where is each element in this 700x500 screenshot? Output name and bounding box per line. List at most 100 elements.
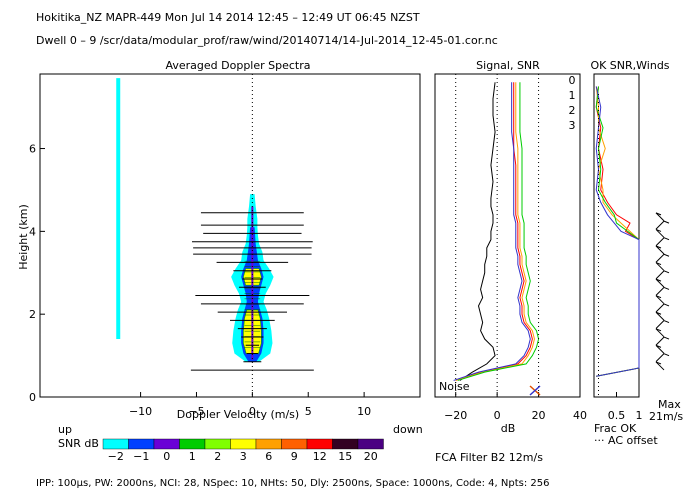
wind-barb — [655, 345, 665, 354]
snr-color-legend: SNR dB −2 −1 0 1 2 3 6 9 12 15 20 — [58, 437, 384, 463]
wind-barb — [655, 253, 665, 263]
header-file-path: Dwell 0 – 9 /scr/data/modular_prof/raw/w… — [36, 34, 498, 47]
ac-offset-label: ··· AC offset — [594, 434, 658, 447]
signal-power-line — [459, 82, 496, 381]
wind-barb — [655, 262, 665, 271]
wind-barb-flag — [655, 228, 662, 232]
y-tick-label: 6 — [29, 143, 36, 156]
wind-barb — [655, 220, 665, 230]
wind-barb-flag — [655, 361, 662, 365]
up-label: up — [58, 423, 72, 436]
x-tick-label: 5 — [305, 405, 312, 418]
wind-barb-flag — [663, 336, 670, 340]
snr-legend-swatch — [153, 438, 180, 450]
wind-barb — [655, 295, 665, 305]
wind-barb — [655, 278, 665, 288]
wind-barb — [655, 336, 665, 346]
noise-label: Noise — [439, 380, 470, 393]
snr-line-beam-2 — [457, 82, 540, 381]
snr-legend-value: 20 — [364, 450, 378, 463]
snr-title: Signal, SNR — [476, 59, 540, 72]
snr-legend-value: 3 — [240, 450, 247, 463]
wind-barb — [655, 229, 665, 238]
snr-x-tick-label: 0 — [494, 409, 501, 422]
wind-barb-flag — [663, 286, 670, 290]
wind-barb — [655, 353, 665, 363]
snr-legend-value: 0 — [163, 450, 170, 463]
footer-params: IPP: 100μs, PW: 2000ns, NCI: 28, NSpec: … — [36, 478, 549, 489]
spectra-color-map — [116, 78, 274, 362]
wind-barb — [655, 212, 665, 222]
wind-barb-flag — [655, 212, 662, 216]
snr-legend-value: 12 — [313, 450, 327, 463]
y-tick-label: 2 — [29, 308, 36, 321]
snr-legend-value: 6 — [265, 450, 272, 463]
snr-legend-value: −1 — [133, 450, 149, 463]
x-tick-label: 0 — [249, 405, 256, 418]
wind-barb — [655, 328, 665, 338]
spectra-frame — [39, 73, 421, 398]
winds-legend-entry: 3 — [569, 119, 576, 132]
snr-legend-swatch — [306, 438, 333, 450]
spectra-axes: −10 −5 0 5 10 0 2 4 6 — [29, 74, 371, 418]
winds-axes: 0.5 1 — [598, 94, 643, 422]
snr-x-label: dB — [501, 422, 516, 435]
winds-x-tick-label: 0.5 — [608, 409, 626, 422]
snr-lines — [453, 82, 540, 381]
y-tick-label: 0 — [29, 391, 36, 404]
wind-barb — [655, 361, 665, 371]
noise-marker — [529, 385, 541, 396]
wind-barb — [655, 245, 665, 255]
wind-barb — [655, 270, 665, 280]
y-tick-label: 4 — [29, 225, 36, 238]
snr-legend-value: −2 — [108, 450, 124, 463]
max-label: Max — [658, 398, 681, 411]
snr-legend-swatch — [357, 438, 384, 450]
snr-legend-value: 9 — [291, 450, 298, 463]
winds-x-tick-label: 1 — [636, 409, 643, 422]
snr-axes: −20 0 20 40 — [444, 74, 587, 422]
snr-x-tick-label: −20 — [444, 409, 467, 422]
snr-legend-swatch — [255, 438, 282, 450]
x-tick-label: −10 — [129, 405, 152, 418]
spectra-y-label: Height (km) — [17, 204, 30, 270]
spectra-title: Averaged Doppler Spectra — [165, 59, 310, 72]
snr-legend-swatch — [204, 438, 231, 450]
wind-barb-flag — [663, 353, 670, 357]
wind-barb-flag — [663, 270, 670, 274]
wind-barb-flag — [663, 320, 670, 323]
snr-legend-value: 1 — [189, 450, 196, 463]
snr-legend-swatch — [102, 438, 129, 450]
snr-legend-value: 2 — [214, 450, 221, 463]
filter-label: FCA Filter B2 12m/s — [435, 451, 543, 464]
winds-legend-entry: 1 — [569, 89, 576, 102]
wind-barb-flag — [663, 253, 670, 257]
spectra-panel: −10 −5 0 5 10 0 2 4 6 Doppler Velocity (m/s) Hei… — [17, 73, 423, 436]
wind-barb-flag — [655, 311, 662, 315]
snr-x-tick-label: 20 — [532, 409, 546, 422]
wind-barb — [655, 237, 665, 247]
spectra-x-label: Doppler Velocity (m/s) — [177, 408, 299, 421]
frac-ok-label: Frac OK — [594, 422, 637, 435]
winds-legend-entry: 0 — [569, 74, 576, 87]
frac-ok-lines — [595, 86, 640, 377]
wind-barb-flag — [655, 328, 662, 332]
wind-barb — [655, 320, 665, 329]
wind-barbs — [655, 212, 670, 371]
snr-legend-swatch — [128, 438, 155, 450]
winds-title: OK SNR,Winds — [590, 59, 669, 72]
winds-legend-entry: 2 — [569, 104, 576, 117]
wind-barb-flag — [663, 237, 670, 241]
x-tick-label: −5 — [188, 405, 204, 418]
snr-legend-label: SNR dB — [58, 437, 99, 450]
winds-legend: 0 1 2 3 — [569, 74, 576, 132]
snr-frame — [434, 73, 581, 398]
wind-barb-flag — [655, 245, 662, 249]
max-value-label: 21m/s — [649, 410, 683, 423]
wind-barb — [655, 287, 665, 296]
signal-snr-panel: −20 0 20 40 dB Noise — [434, 73, 587, 435]
frac-ok-line-beam-3 — [595, 86, 640, 377]
snr-x-tick-label: 40 — [573, 409, 587, 422]
